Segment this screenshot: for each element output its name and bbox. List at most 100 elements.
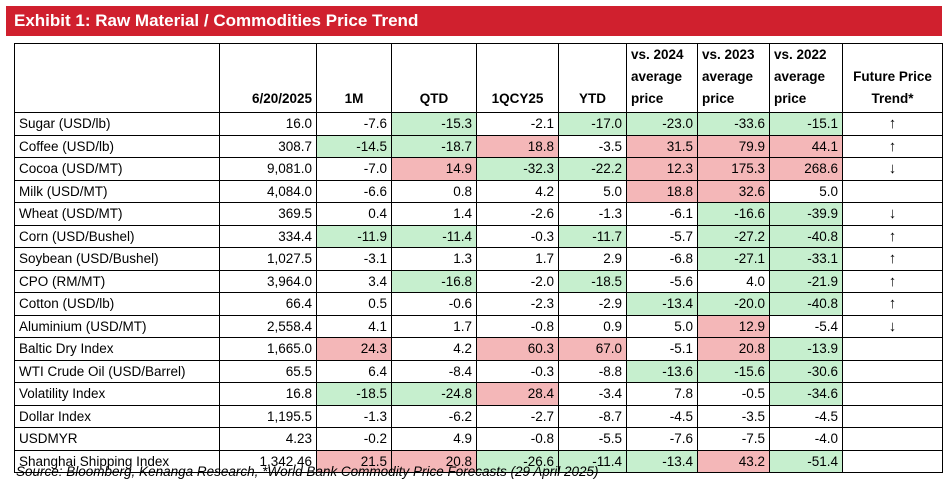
value-cell: -2.9 [558,292,627,316]
value-cell: 1.3 [391,247,477,271]
value-cell: -18.5 [316,382,392,406]
value-cell: -14.5 [316,134,392,158]
trend-cell [842,382,943,406]
value-cell: -7.6 [626,427,698,451]
value-cell: -2.7 [476,404,559,428]
value-cell: 175.3 [697,157,770,181]
header-vs-2023: vs. 2023 average price [697,43,770,113]
value-cell: 79.9 [697,134,770,158]
value-cell: -2.3 [476,292,559,316]
header-1qcy25: 1QCY25 [476,43,559,113]
value-cell: -17.0 [558,112,627,136]
value-cell: 1.4 [391,202,477,226]
value-cell: 24.3 [316,337,392,361]
value-cell: 3.4 [316,269,392,293]
value-cell: 16.8 [219,382,317,406]
source-note: Source: Bloomberg, Kenanga Research, *Wo… [16,464,599,479]
arrow-down-icon: ↓ [842,314,943,338]
value-cell: -0.8 [476,314,559,338]
table-row: Volatility Index 16.8 -18.5 -24.8 28.4 -3.4 7.… [14,382,943,406]
table-row: USDMYR 4.23 -0.2 4.9 -0.8 -5.5 -7.6 -7.5 -4.0 [14,427,943,451]
value-cell: -40.8 [769,292,843,316]
value-cell: -3.5 [697,404,770,428]
commodity-name: Baltic Dry Index [14,337,220,361]
value-cell: -11.9 [316,224,392,248]
value-cell: -8.4 [391,359,477,383]
value-cell: 6.4 [316,359,392,383]
value-cell: 1,665.0 [219,337,317,361]
value-cell: -0.3 [476,224,559,248]
commodity-name: Soybean (USD/Bushel) [14,247,220,271]
value-cell: 5.0 [558,179,627,203]
header-row: 6/20/2025 1M QTD 1QCY25 YTD vs. 2024 ave… [14,43,943,113]
value-cell: -26.6 [476,449,559,473]
value-cell: -0.8 [476,427,559,451]
trend-cell [842,404,943,428]
trend-cell [842,359,943,383]
value-cell: 4.1 [316,314,392,338]
value-cell: -0.6 [391,292,477,316]
value-cell: -27.1 [697,247,770,271]
table-row: Baltic Dry Index 1,665.0 24.3 4.2 60.3 67.0 -5… [14,337,943,361]
value-cell: -7.5 [697,427,770,451]
commodity-name: Milk (USD/MT) [14,179,220,203]
value-cell: -5.1 [626,337,698,361]
value-cell: -2.0 [476,269,559,293]
value-cell: -5.5 [558,427,627,451]
value-cell: -0.5 [697,382,770,406]
value-cell: -8.7 [558,404,627,428]
value-cell: -3.1 [316,247,392,271]
value-cell: -33.1 [769,247,843,271]
value-cell: -1.3 [316,404,392,428]
table-row: Shanghai Shipping Index 1,342.46 21.5 20.8-… [14,449,943,473]
commodity-name: Cocoa (USD/MT) [14,157,220,181]
value-cell: 4.9 [391,427,477,451]
value-cell: -15.1 [769,112,843,136]
value-cell: 4.2 [391,337,477,361]
value-cell: 0.9 [558,314,627,338]
value-cell: 9,081.0 [219,157,317,181]
value-cell: -15.3 [391,112,477,136]
value-cell: -13.6 [626,359,698,383]
value-cell: 3,964.0 [219,269,317,293]
header-ytd: YTD [558,43,627,113]
value-cell: 44.1 [769,134,843,158]
value-cell: -16.6 [697,202,770,226]
value-cell: 12.9 [697,314,770,338]
value-cell: 65.5 [219,359,317,383]
value-cell: -2.1 [476,112,559,136]
value-cell: 0.4 [316,202,392,226]
header-future-trend: Future Price Trend* [842,43,943,113]
value-cell: -11.4 [391,224,477,248]
header-vs-2024: vs. 2024 average price [626,43,698,113]
value-cell: -4.5 [769,404,843,428]
commodities-table: 6/20/2025 1M QTD 1QCY25 YTD vs. 2024 ave… [14,43,943,473]
value-cell: 60.3 [476,337,559,361]
value-cell: 67.0 [558,337,627,361]
header-qtd: QTD [391,43,477,113]
arrow-down-icon: ↓ [842,202,943,226]
value-cell: 369.5 [219,202,317,226]
value-cell: -5.6 [626,269,698,293]
arrow-up-icon: ↑ [842,247,943,271]
value-cell: -5.7 [626,224,698,248]
value-cell: -8.8 [558,359,627,383]
value-cell: -4.0 [769,427,843,451]
value-cell: 308.7 [219,134,317,158]
value-cell: -22.2 [558,157,627,181]
table-row: WTI Crude Oil (USD/Barrel) 65.5 6.4 -8.4 -0.… [14,359,943,383]
value-cell: -27.2 [697,224,770,248]
commodity-name: Sugar (USD/lb) [14,112,220,136]
value-cell: 31.5 [626,134,698,158]
value-cell: -1.3 [558,202,627,226]
commodity-name: Aluminium (USD/MT) [14,314,220,338]
value-cell: -4.5 [626,404,698,428]
value-cell: -32.3 [476,157,559,181]
arrow-up-icon: ↑ [842,224,943,248]
table-row: Wheat (USD/MT) 369.5 0.4 1.4 -2.6 -1.3 -6.1 -16… [14,202,943,226]
value-cell: 7.8 [626,382,698,406]
arrow-down-icon: ↓ [842,157,943,181]
table-row: CPO (RM/MT) 3,964.0 3.4 -16.8 -2.0 -18.5 -5.6 4… [14,269,943,293]
exhibit-title: Exhibit 1: Raw Material / Commodities Pr… [6,6,942,36]
value-cell: -30.6 [769,359,843,383]
